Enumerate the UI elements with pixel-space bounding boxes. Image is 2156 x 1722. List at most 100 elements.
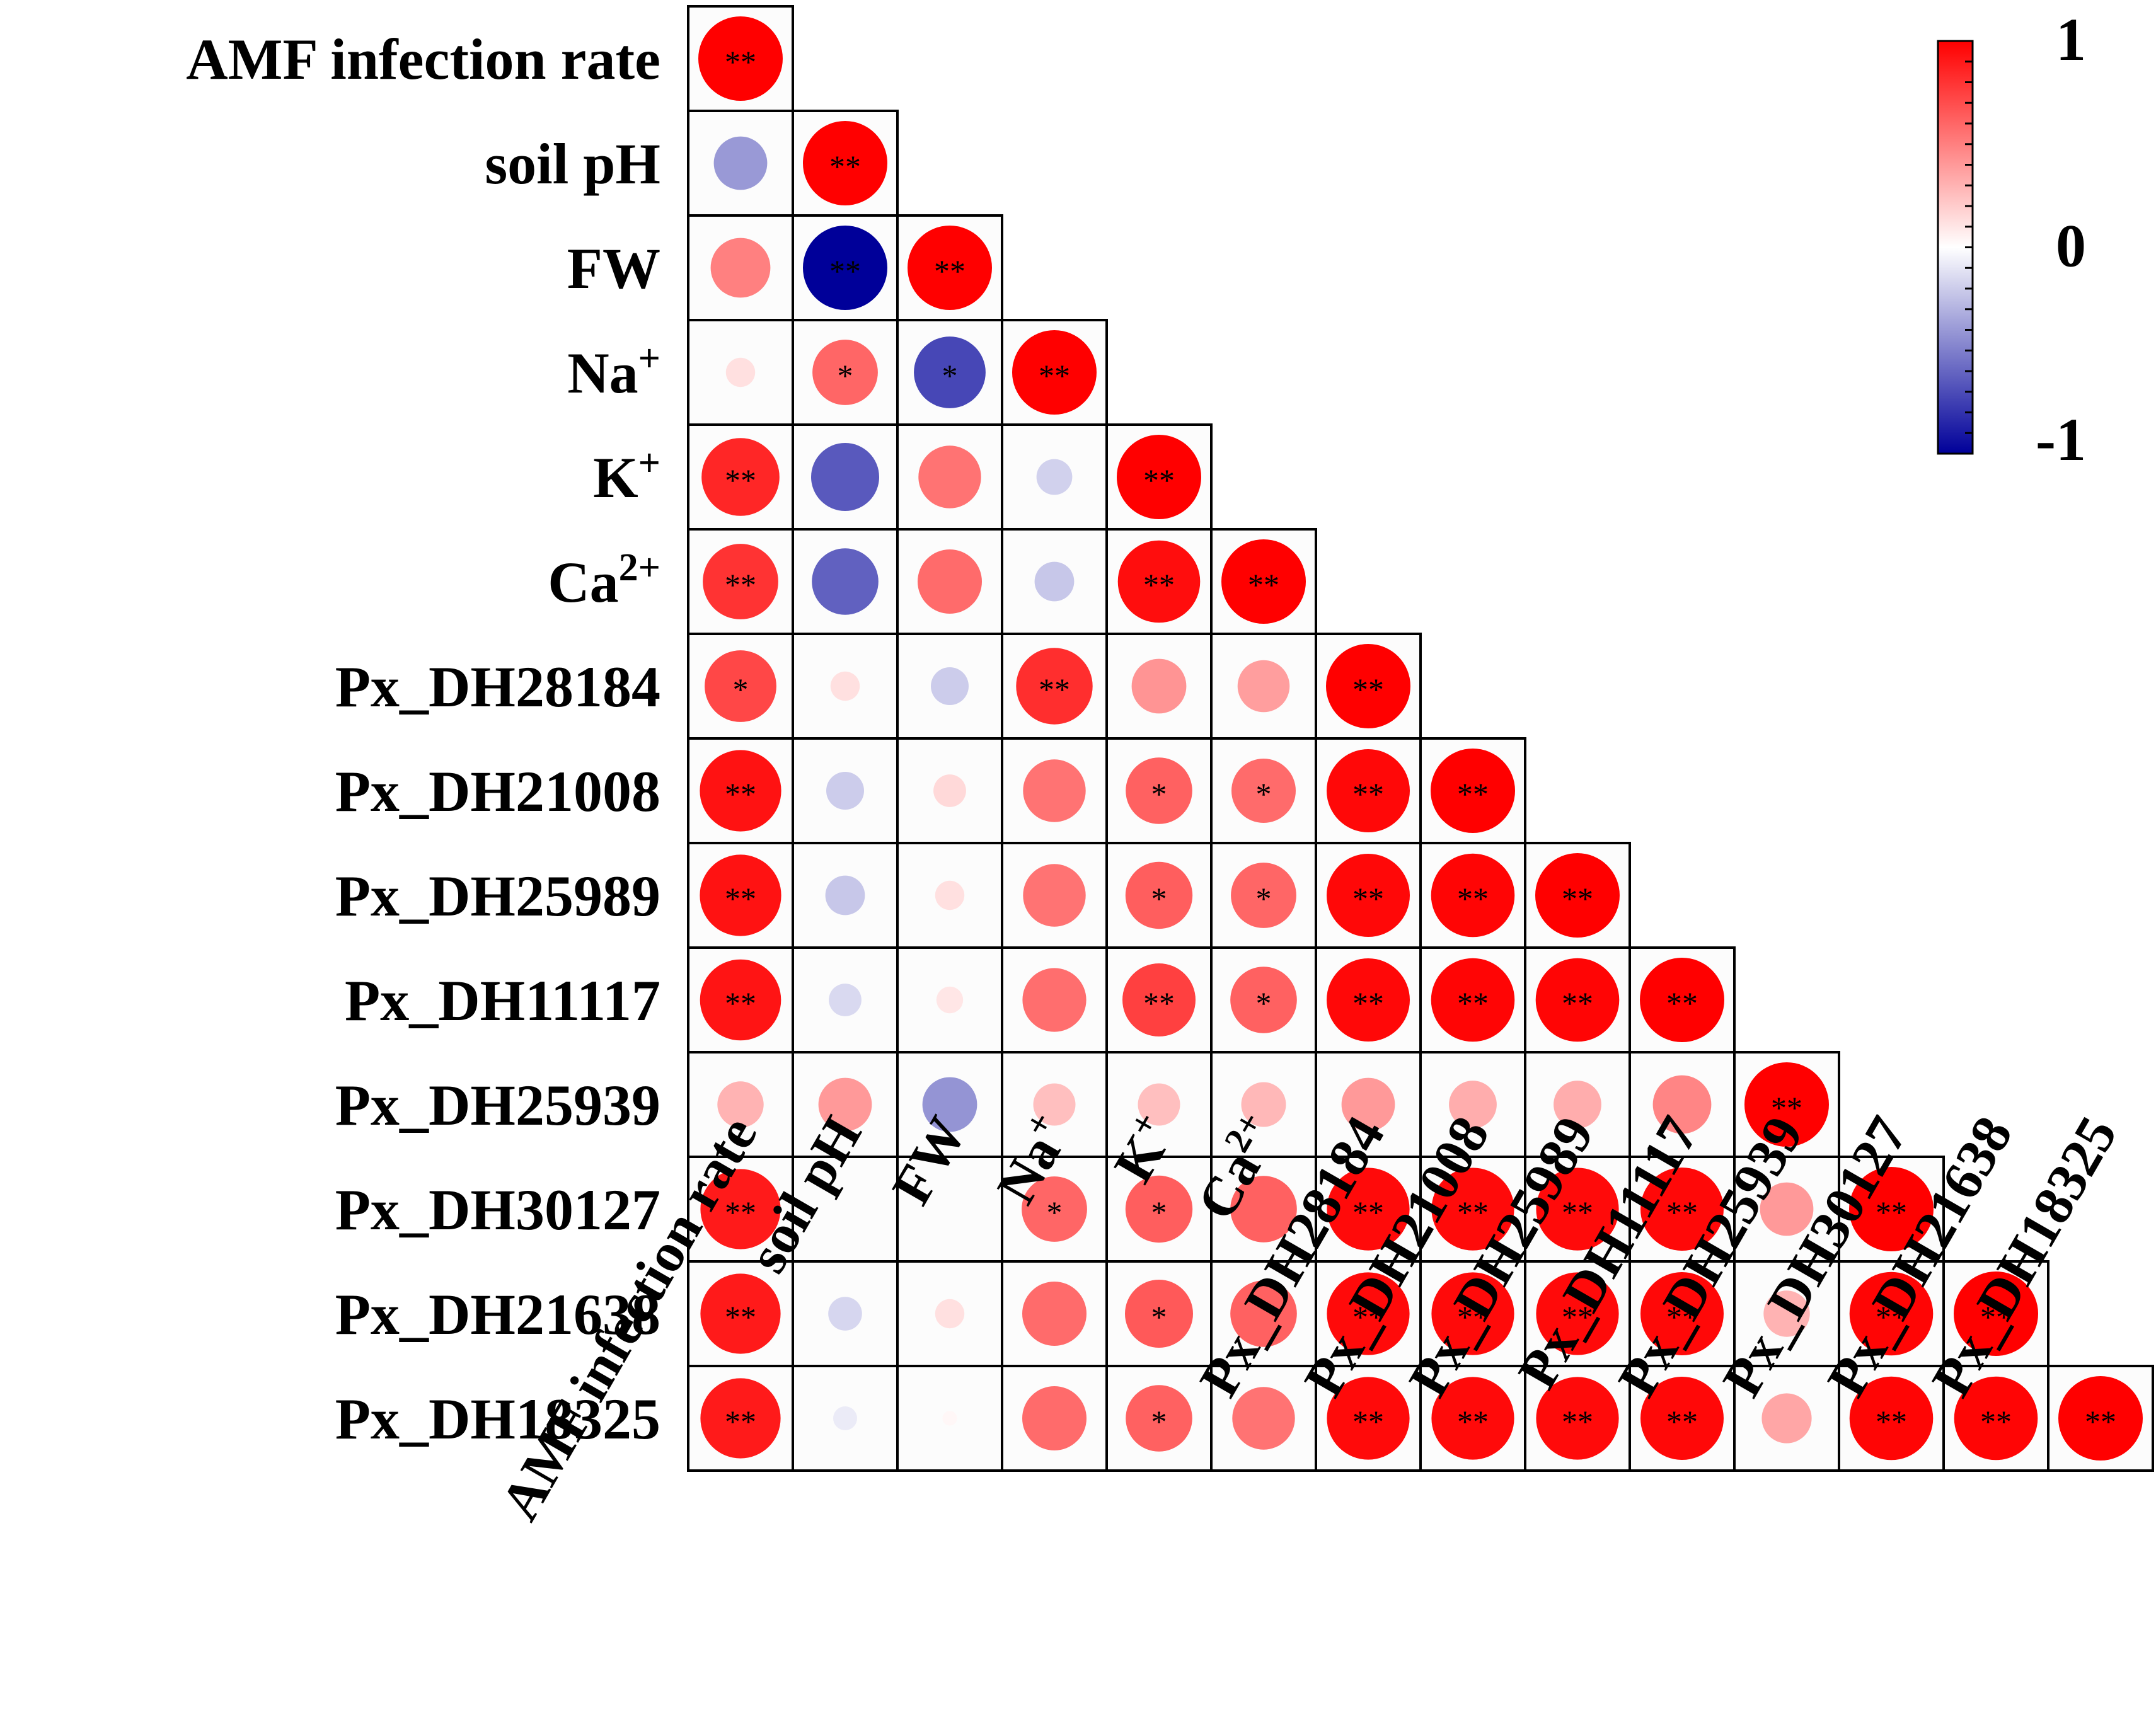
correlation-circle [1023,759,1086,822]
significance-mark: ** [1457,1299,1489,1335]
significance-mark: ** [1771,1090,1802,1125]
correlation-circle [935,880,965,910]
correlation-circle [1326,644,1410,728]
correlation-circle [1640,1377,1724,1460]
significance-mark: ** [1352,881,1384,916]
correlation-circle [833,1406,857,1430]
row-label-px-dh30127: Px_DH30127 [335,1178,660,1242]
significance-mark: ** [1562,1195,1593,1230]
significance-mark: ** [1352,985,1384,1021]
correlation-circle [713,136,768,190]
row-label-px-dh25939: Px_DH25939 [335,1073,660,1137]
significance-mark: ** [1562,1404,1593,1439]
correlation-circle [1230,967,1297,1033]
correlation-circle [1232,1387,1295,1450]
significance-mark: ** [1666,1299,1698,1335]
significance-mark: ** [1352,1299,1384,1335]
correlation-circle [1327,958,1410,1042]
correlation-circle [1554,1081,1601,1128]
significance-mark: ** [1562,985,1593,1021]
correlation-circle [812,340,878,405]
row-label-ca: Ca2+ [548,546,660,614]
row-label-px-dh11117: Px_DH11117 [345,968,660,1033]
correlation-circle [1327,1377,1410,1460]
significance-mark: ** [1143,462,1175,498]
correlation-circle [1761,1393,1812,1444]
correlation-circle [1327,1168,1410,1251]
correlation-circle [1125,1280,1193,1348]
significance-mark: ** [1562,881,1593,916]
correlation-circle [1230,1176,1297,1243]
correlation-circle [1023,864,1086,927]
correlation-circle [914,336,986,408]
significance-mark: * [1151,881,1167,916]
correlation-circle [1327,854,1410,937]
correlation-circle [931,667,969,705]
correlation-circle [1034,561,1075,602]
significance-mark: ** [1352,1195,1384,1230]
correlation-circle [1022,1386,1087,1450]
significance-mark: ** [1039,358,1070,393]
significance-mark: ** [725,1404,756,1439]
correlation-circle [698,16,783,101]
correlation-circle [826,772,864,810]
significance-mark: ** [725,985,756,1021]
cell-11-2 [896,1156,1003,1263]
cell-12-1 [792,1260,899,1367]
correlation-circle [1138,1083,1180,1126]
correlation-circle [1126,1385,1192,1452]
correlation-circle [935,1299,965,1329]
correlation-circle [1036,459,1073,495]
correlation-circle [710,238,771,298]
row-label-soil-ph: soil pH [485,132,660,196]
correlation-circle [1221,539,1306,624]
correlation-circle [1126,757,1192,824]
correlation-circle [1431,1168,1514,1251]
legend-label-0: 1 [2056,6,2086,73]
significance-mark: ** [1143,567,1175,602]
significance-mark: * [1151,1195,1167,1230]
correlation-circle [1449,1081,1497,1128]
correlation-circle [1327,1272,1410,1355]
correlation-circle [700,959,781,1041]
correlation-circle [2058,1376,2143,1461]
row-label-k: K+ [593,442,660,510]
correlation-circle [1640,1168,1724,1251]
correlation-circle [1122,963,1196,1036]
correlation-circle [1536,1272,1619,1355]
cell-11-1 [792,1156,899,1263]
row-labels: AMF infection rate soil pH FW Na+ K+ Ca2+ Px_D… [186,27,660,1451]
significance-mark: ** [1980,1404,2012,1439]
correlation-circle [1431,749,1515,833]
significance-mark: ** [1457,776,1489,812]
correlation-circle [700,1169,781,1249]
cell-10-9 [1629,1051,1736,1158]
color-legend: 1 0 -1 [1937,6,2086,473]
correlation-circle [1640,958,1724,1042]
correlation-circle [1012,330,1097,415]
correlation-circle [1327,749,1410,832]
legend-label-2: -1 [2036,406,2086,473]
significance-mark: ** [1562,1299,1593,1335]
significance-mark: ** [1980,1299,2012,1335]
correlation-circle [830,671,860,701]
row-label-px-dh28184: Px_DH28184 [335,655,660,719]
significance-mark: ** [1039,672,1070,707]
significance-mark: ** [829,149,861,184]
row-label-px-dh25989: Px_DH25989 [335,864,660,928]
correlation-circle [1849,1376,1934,1461]
correlation-circle [1763,1290,1810,1337]
correlation-circle [908,226,992,310]
correlation-circle [1535,853,1620,938]
significance-mark: * [1047,1195,1063,1230]
correlation-circle [1954,1271,2038,1356]
correlation-circle [942,1411,957,1426]
correlation-circle [803,226,887,310]
correlation-circle [918,549,982,614]
correlation-circle [922,1077,977,1132]
significance-mark: * [1256,985,1272,1021]
correlation-circle [700,854,781,936]
row-label-fw: FW [567,236,660,301]
significance-mark: * [1151,1404,1167,1439]
correlation-circle [1131,658,1187,714]
